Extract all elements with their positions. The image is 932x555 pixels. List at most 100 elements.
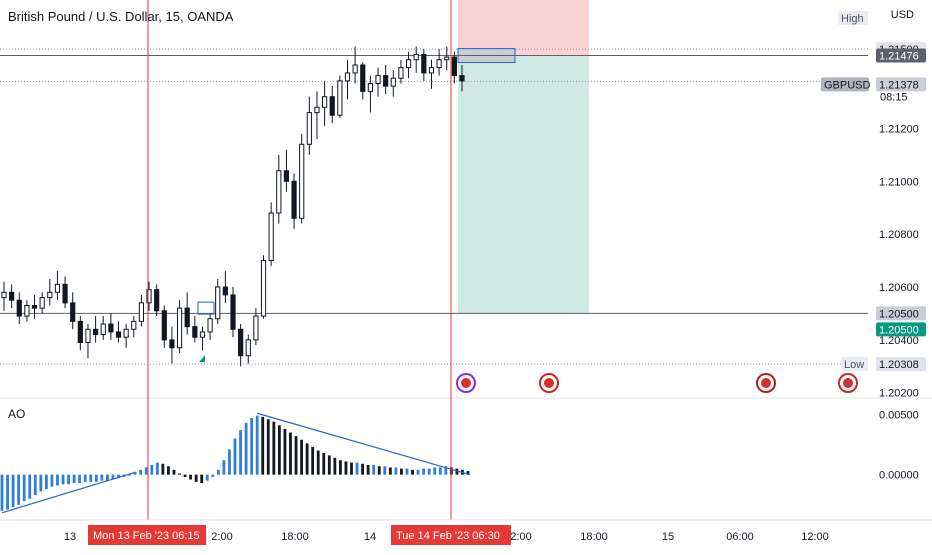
ao-bar	[189, 474, 193, 480]
ao-bar	[161, 463, 165, 475]
candle-body	[299, 143, 305, 219]
ao-bar	[11, 474, 15, 508]
candle-body	[344, 72, 351, 82]
ao-bar	[433, 467, 437, 475]
candle-body	[184, 307, 190, 328]
order-box	[197, 301, 215, 315]
ao-bar	[56, 474, 59, 486]
candle-body	[70, 302, 76, 322]
ao-bar	[388, 467, 392, 475]
price-tick-label: 1.20600	[879, 282, 919, 294]
ao-bar	[366, 465, 370, 475]
time-tick-label: 2:00	[211, 531, 232, 543]
ao-bar	[205, 474, 209, 481]
ao-bar	[222, 460, 226, 475]
ao-bar	[67, 474, 70, 485]
candles	[1, 46, 465, 367]
ao-bar	[22, 474, 26, 502]
ao-bar	[183, 474, 187, 478]
ao-bar	[272, 421, 276, 475]
ao-indicator-label: AO	[8, 407, 26, 421]
candle-body	[383, 75, 389, 87]
ao-bar	[344, 461, 348, 475]
time-tick-label: 18:00	[580, 531, 608, 543]
current-price-tag: 1.21378	[876, 77, 926, 92]
price-tick-label: 1.21200	[879, 123, 919, 135]
ao-bar	[83, 474, 87, 482]
candle-body	[459, 75, 465, 82]
ao-bar	[466, 471, 470, 475]
candle-body	[138, 302, 144, 322]
ao-bar	[106, 474, 109, 481]
candle-body	[154, 289, 160, 312]
event-flag-center	[843, 378, 853, 388]
candle-body	[360, 64, 366, 92]
ao-bar	[300, 439, 303, 475]
ao-bar	[0, 474, 4, 511]
ao-tick-label: 0.00500	[879, 409, 919, 421]
candle-body	[306, 112, 312, 145]
ao-bar	[422, 468, 426, 475]
candle-body	[54, 283, 61, 293]
ao-bar	[144, 467, 148, 475]
ao-bar	[111, 474, 115, 480]
candle-body	[436, 59, 442, 69]
ao-bar	[39, 474, 43, 492]
ao-bar	[94, 474, 98, 482]
candle-body	[352, 64, 358, 74]
countdown-label: 08:15	[880, 91, 908, 103]
ao-bar	[78, 474, 82, 484]
symbol-tag: GBPUSD	[821, 77, 871, 92]
candle-body	[230, 294, 236, 330]
event-flag-center	[761, 378, 771, 388]
candle-body	[390, 77, 396, 87]
ao-bar	[327, 455, 331, 475]
candle-body	[413, 53, 419, 61]
ao-tick-label: 0.00000	[879, 470, 919, 482]
candle-body	[100, 323, 106, 336]
ao-bar	[233, 438, 237, 475]
ao-bar	[405, 468, 409, 475]
time-tick-label: 18:00	[281, 531, 309, 543]
time-tick-label: 13	[64, 531, 76, 543]
candle-body	[215, 286, 221, 320]
price-tick-label: 1.20800	[879, 229, 919, 241]
time-marker-tag-2: Tue 14 Feb '23 06:30	[391, 525, 511, 545]
candle-body	[367, 83, 373, 92]
ao-bar	[261, 416, 265, 475]
take-profit-zone	[458, 55, 589, 314]
ao-bar	[100, 474, 104, 481]
ao-bar	[455, 468, 459, 475]
candle-body	[85, 328, 91, 343]
time-marker-tag-1: Mon 13 Feb '23 06:15	[88, 525, 206, 545]
target-line-tag: 1.20500	[876, 306, 926, 321]
candle-body	[245, 339, 251, 357]
ao-bar	[89, 474, 93, 482]
candle-body	[451, 56, 457, 77]
ao-bar	[438, 467, 442, 475]
stop-loss-zone	[458, 0, 589, 56]
high-label-tag-text: High	[841, 13, 864, 25]
ao-bar	[277, 425, 281, 475]
currency-label: USD	[890, 9, 914, 21]
ao-bar	[28, 474, 32, 499]
ao-bar	[239, 430, 242, 475]
candle-body	[253, 315, 259, 341]
ao-bar	[283, 428, 287, 475]
ao-bar	[33, 474, 37, 496]
candle-body	[131, 320, 137, 330]
ao-bar	[17, 474, 21, 505]
candle-body	[421, 53, 427, 74]
ao-bar	[255, 415, 259, 475]
symbol-tag-text: GBPUSD	[824, 79, 871, 91]
candle-body	[108, 323, 114, 333]
ao-bar	[178, 473, 181, 475]
time-tick-label: 2:00	[510, 531, 531, 543]
ao-bar	[244, 422, 248, 475]
candle-body	[268, 212, 274, 262]
ao-bar	[167, 466, 170, 475]
candle-body	[62, 283, 68, 304]
ao-bar	[128, 474, 131, 476]
